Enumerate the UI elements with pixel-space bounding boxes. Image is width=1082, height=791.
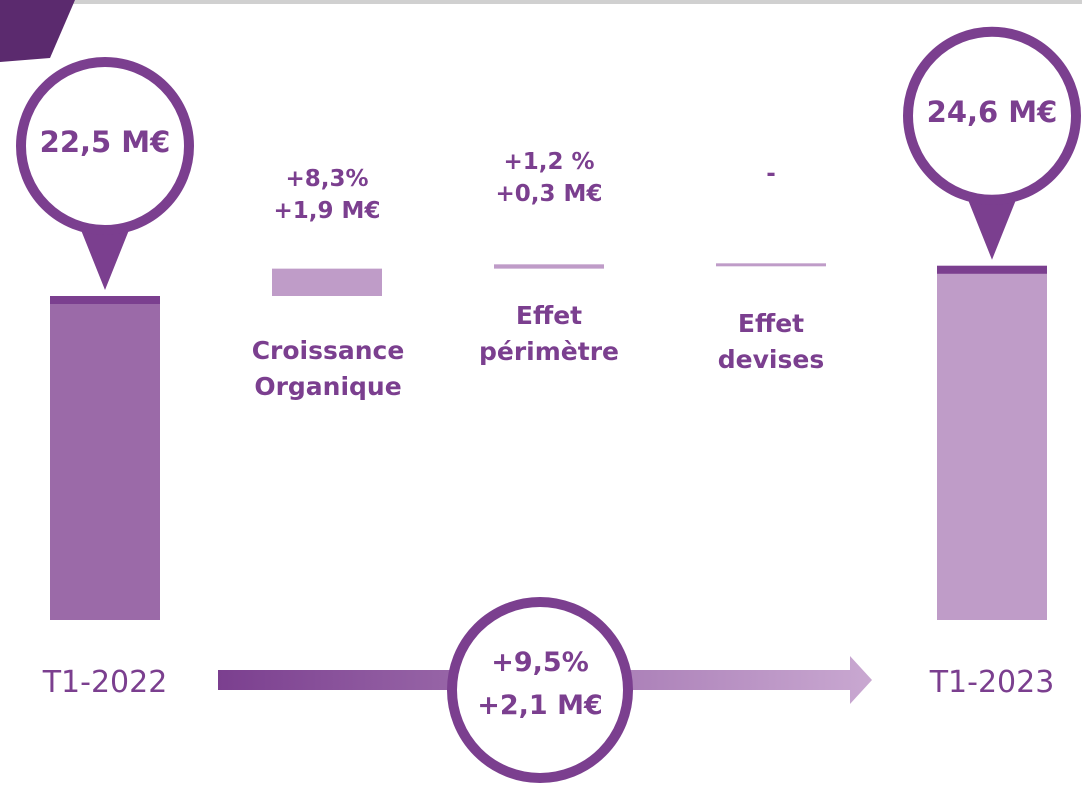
value-label: 24,6 M€ — [926, 94, 1058, 129]
percent-label: +1,2 % — [503, 149, 595, 175]
bar — [50, 296, 160, 620]
bar — [937, 265, 1047, 620]
value-label: 22,5 M€ — [39, 125, 171, 159]
value-label: +0,3 M€ — [495, 181, 603, 207]
bar-cap — [50, 296, 160, 304]
bar — [272, 268, 382, 296]
bubble-pin — [77, 220, 133, 290]
total-value: +2,1 M€ — [477, 690, 603, 721]
percent-label: +8,3% — [285, 166, 369, 192]
bubble — [16, 57, 194, 235]
bar — [494, 264, 604, 269]
category-label: Effet devises — [717, 309, 825, 375]
bubble — [903, 26, 1081, 205]
bubble-pin — [964, 189, 1020, 260]
category-label: T1-2023 — [929, 665, 1055, 700]
value-label: +1,9 M€ — [273, 198, 381, 224]
category-label: Croissance Organique — [251, 336, 405, 402]
total-bubble — [447, 597, 633, 783]
bar-cap — [937, 265, 1047, 274]
corner-decoration — [0, 0, 75, 62]
category-label: Effet périmètre — [479, 301, 619, 367]
zero-line — [716, 263, 826, 267]
total-percent: +9,5% — [491, 647, 589, 678]
value-label: - — [766, 161, 776, 187]
category-label: T1-2022 — [42, 665, 168, 700]
